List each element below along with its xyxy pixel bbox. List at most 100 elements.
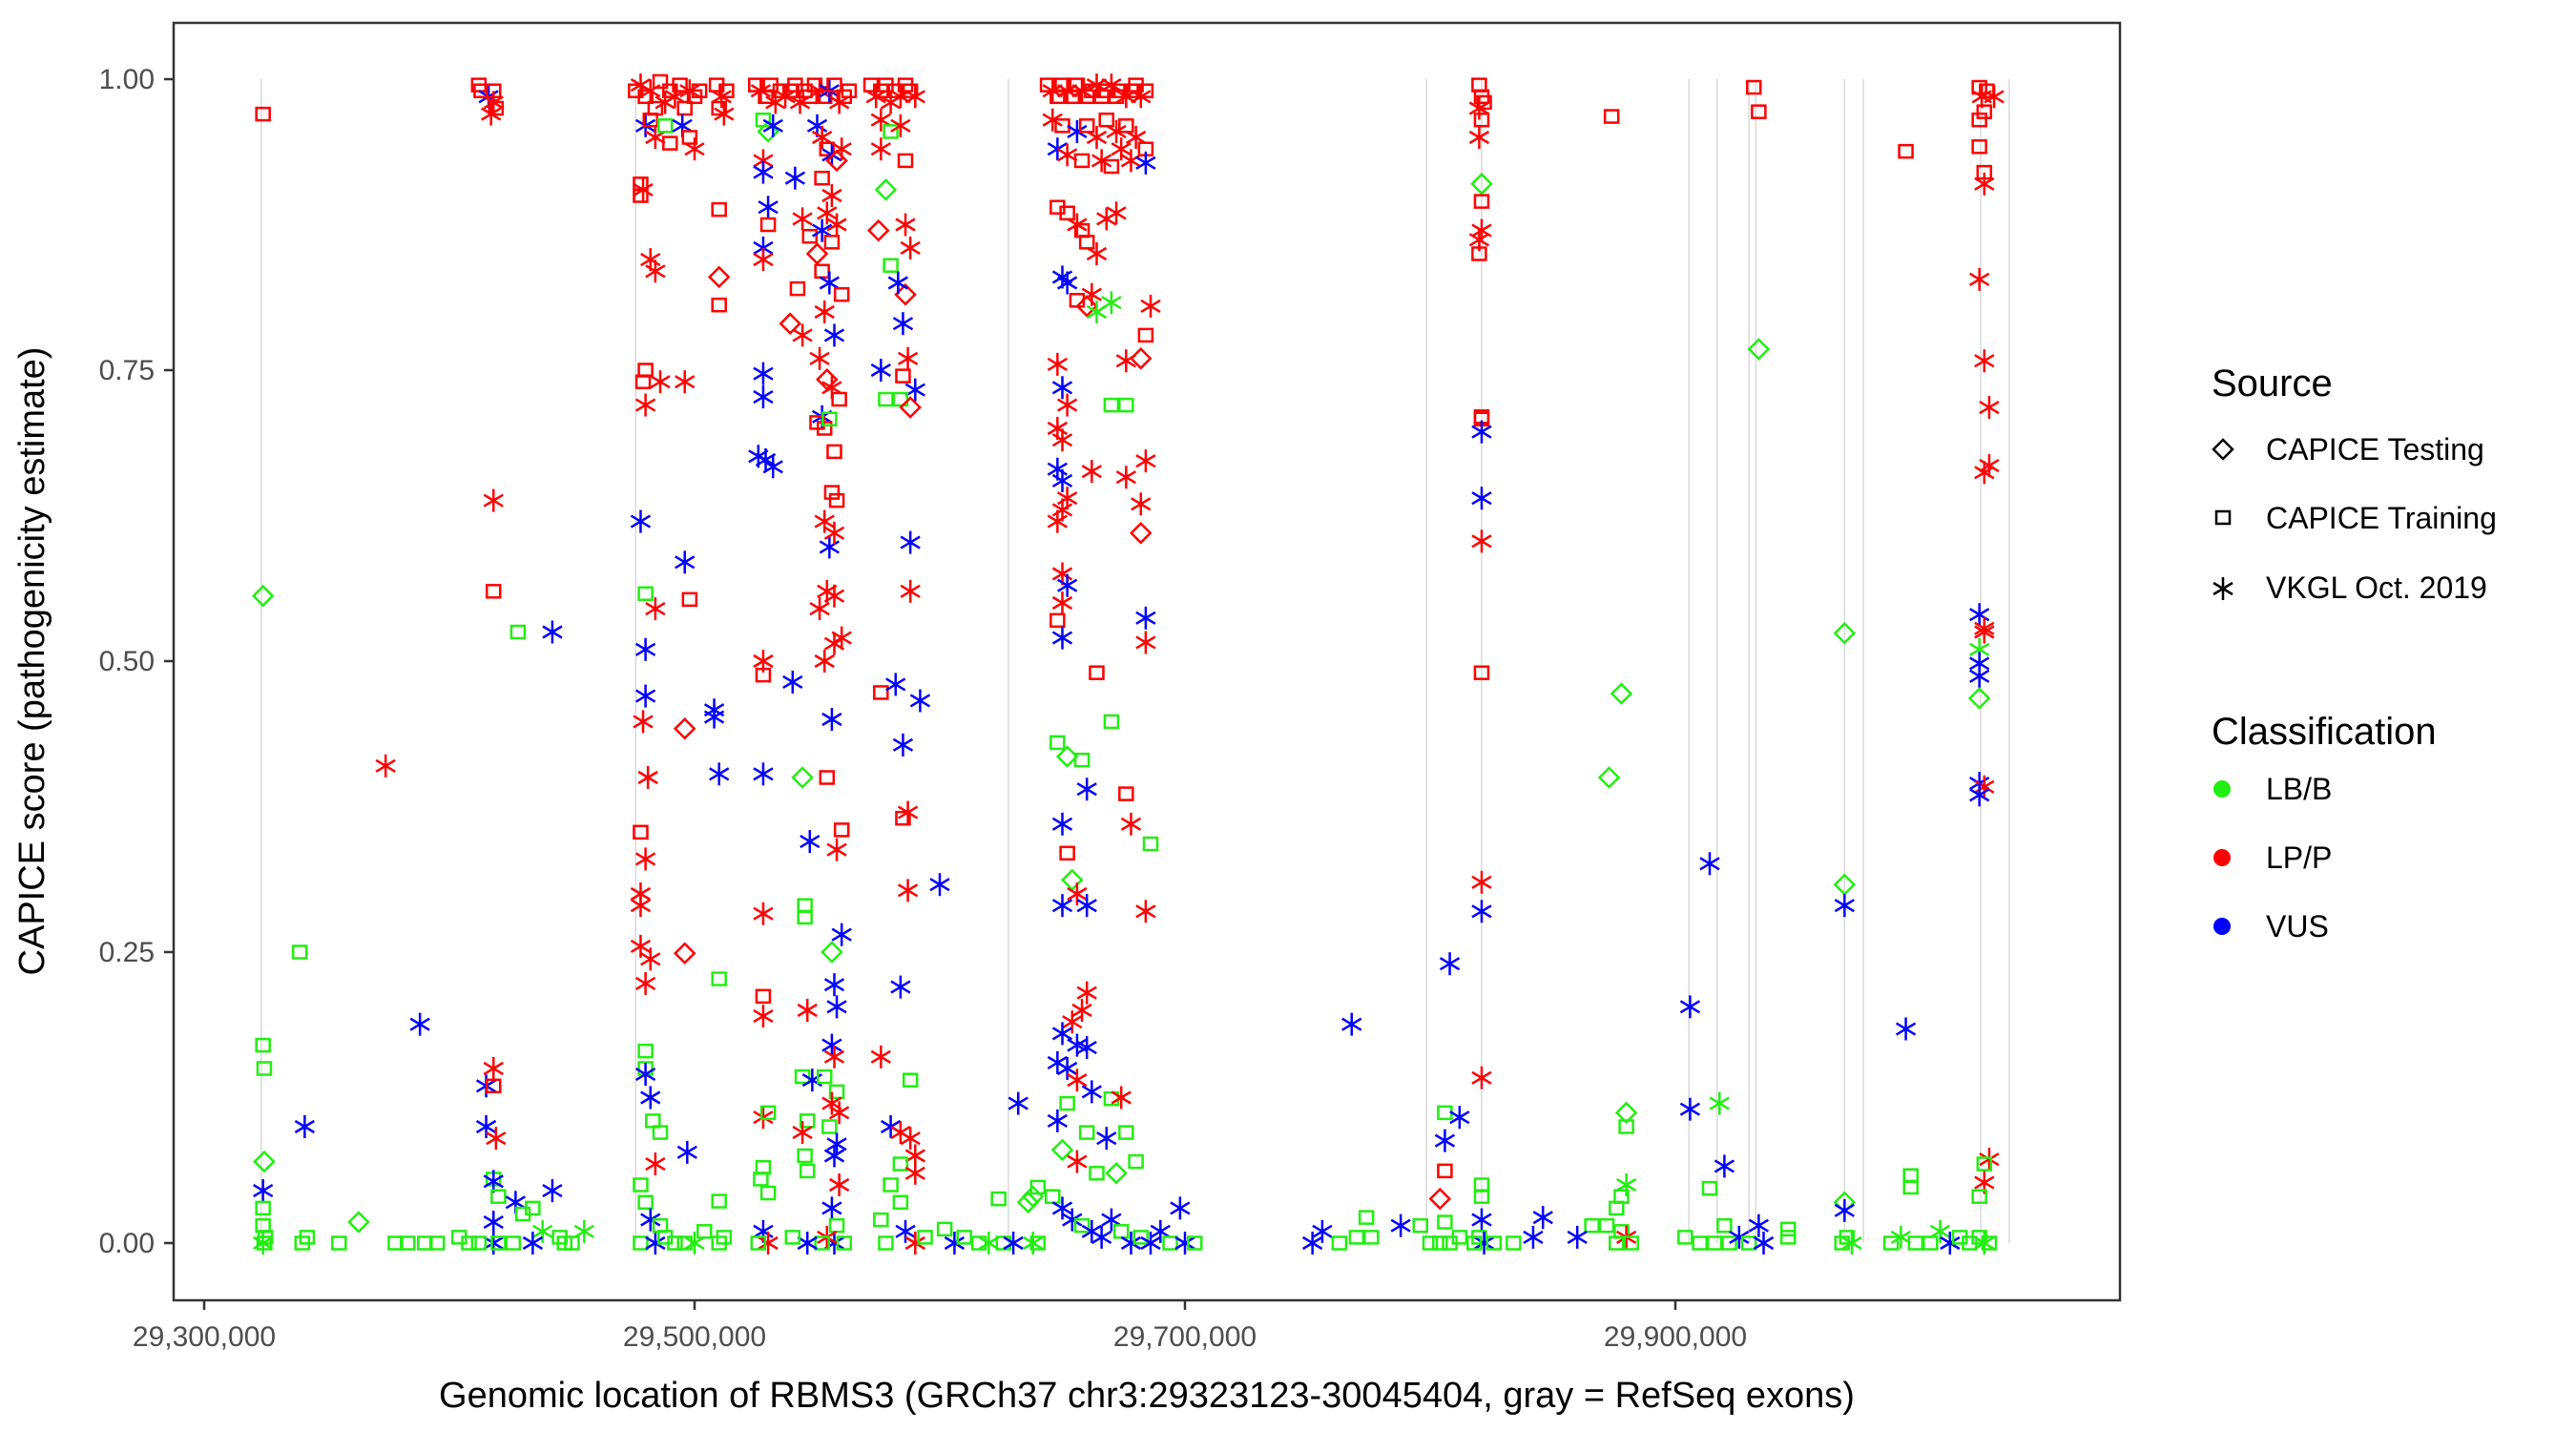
y-tick-label: 0.50	[99, 646, 155, 677]
point-square	[1029, 1179, 1047, 1195]
point-square	[299, 1230, 316, 1245]
point-asterisk	[811, 126, 833, 149]
point-asterisk	[645, 1232, 666, 1255]
point-square	[895, 368, 911, 384]
point-asterisk	[1471, 1208, 1492, 1232]
point-square	[400, 1235, 416, 1251]
point-asterisk	[892, 733, 914, 757]
point-square	[883, 258, 899, 273]
point-square	[711, 1193, 727, 1209]
point-asterisk	[1120, 812, 1142, 836]
point-asterisk	[1067, 119, 1088, 143]
point-square	[1118, 786, 1134, 801]
point-asterisk	[1312, 1219, 1333, 1243]
point-asterisk	[897, 879, 919, 902]
point-square	[759, 1105, 777, 1121]
point-asterisk	[1473, 1232, 1495, 1255]
point-asterisk	[475, 1115, 497, 1138]
point-square	[505, 1235, 522, 1251]
point-asterisk	[1023, 1232, 1044, 1255]
point-asterisk	[1076, 894, 1097, 918]
point-asterisk	[823, 521, 845, 545]
point-square	[1073, 752, 1091, 768]
point-asterisk	[676, 1140, 697, 1164]
point-square	[1476, 94, 1492, 111]
point-asterisk	[809, 597, 830, 621]
point-square	[819, 770, 836, 785]
point-square	[828, 1217, 845, 1234]
point-asterisk	[1076, 1036, 1097, 1060]
blue-dot-icon	[2213, 918, 2231, 935]
point-square	[716, 1230, 733, 1245]
point-asterisk	[753, 362, 774, 385]
point-asterisk	[1047, 509, 1069, 533]
point-asterisk	[1091, 1225, 1112, 1249]
point-square	[1132, 1230, 1149, 1245]
point-square	[718, 83, 735, 98]
point-asterisk	[483, 1057, 504, 1080]
point-square	[1103, 397, 1120, 413]
point-square	[1054, 77, 1070, 93]
point-square	[831, 391, 847, 407]
point-square	[1331, 1235, 1348, 1251]
point-asterisk	[753, 1005, 774, 1028]
point-square	[821, 411, 838, 426]
point-asterisk	[1067, 1068, 1088, 1092]
point-square	[1437, 1214, 1453, 1230]
point-asterisk	[1890, 1225, 1912, 1249]
point-asterisk	[1439, 952, 1461, 976]
point-asterisk	[789, 91, 811, 114]
point-asterisk	[809, 346, 830, 370]
point-square	[1779, 1230, 1797, 1245]
point-asterisk	[522, 1232, 544, 1255]
point-asterisk	[1051, 812, 1073, 836]
point-square	[1059, 1095, 1075, 1111]
point-square	[755, 988, 772, 1005]
point-square	[1128, 1153, 1144, 1170]
point-asterisk	[630, 509, 652, 533]
point-asterisk	[1135, 449, 1156, 473]
point-square	[1078, 1125, 1095, 1140]
point-square	[883, 124, 899, 139]
point-square	[1907, 1235, 1924, 1251]
point-asterisk	[1111, 1086, 1132, 1110]
point-square	[486, 83, 502, 98]
point-asterisk	[1047, 352, 1069, 376]
point-asterisk	[1076, 981, 1097, 1005]
point-asterisk	[904, 378, 925, 402]
point-asterisk	[1984, 85, 2005, 109]
point-asterisk	[1140, 294, 1161, 318]
point-square	[291, 944, 308, 960]
point-square	[711, 100, 727, 116]
point-square	[1118, 1125, 1134, 1140]
point-asterisk	[1615, 1173, 1637, 1196]
point-square	[662, 135, 678, 151]
point-asterisk	[633, 710, 654, 734]
point-square	[936, 1221, 953, 1237]
point-square	[1971, 112, 1987, 128]
point-square	[878, 391, 894, 407]
point-square	[772, 83, 789, 98]
legend-item-capice-training: CAPICE Training	[2214, 501, 2497, 535]
point-diamond	[1614, 1101, 1638, 1125]
point-asterisk	[675, 550, 696, 574]
point-asterisk	[1101, 291, 1122, 315]
point-square	[897, 153, 914, 169]
point-asterisk	[895, 213, 916, 237]
point-square	[1603, 109, 1620, 124]
point-asterisk	[1047, 1109, 1069, 1132]
point-asterisk	[483, 1170, 504, 1193]
legend-label: CAPICE Testing	[2266, 432, 2484, 467]
point-square	[667, 1235, 683, 1251]
x-tick-label: 29,500,000	[623, 1321, 766, 1353]
point-square	[1103, 158, 1120, 175]
point-square	[801, 228, 819, 244]
point-asterisk	[782, 670, 803, 694]
point-asterisk	[1301, 1232, 1323, 1255]
point-diamond	[347, 1211, 370, 1234]
point-square	[1751, 104, 1767, 119]
x-tick-label: 29,700,000	[1113, 1321, 1257, 1353]
legend-source-title: Source	[2212, 363, 2333, 404]
point-asterisk	[1091, 149, 1112, 173]
y-tick-label: 0.00	[99, 1228, 155, 1259]
